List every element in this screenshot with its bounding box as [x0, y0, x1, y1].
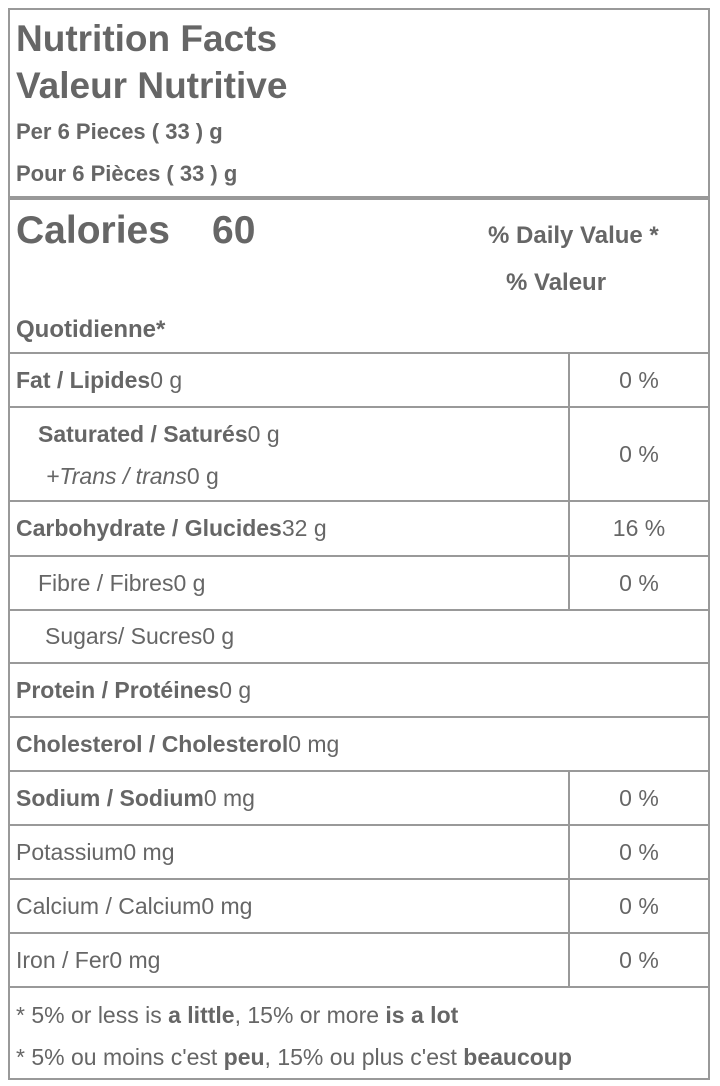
nutrient-row: Calcium / Calcium 0 mg 0 % [10, 878, 708, 932]
footnote-line: * 5% or less is a little, 15% or more is… [16, 1002, 458, 1029]
title-fr: Valeur Nutritive [16, 65, 288, 106]
footnote-text: peu [223, 1044, 265, 1070]
nutrient-label: Iron / Fer [16, 946, 110, 973]
nutrient-row: Cholesterol / Cholesterol 0 mg [10, 716, 708, 770]
footnote-text: , 15% ou plus c'est [264, 1044, 464, 1070]
daily-value: 16 % [568, 502, 708, 555]
amount: 0 g [186, 462, 219, 489]
nutrient-label: Protein / Protéines [16, 676, 220, 703]
nutrient-label: Sodium / Sodium [16, 784, 204, 811]
amount: 0 g [202, 623, 235, 649]
nutrient-row: Fibre / Fibres 0 g 0 % [10, 555, 708, 609]
nutrient-label: Sugars/ Sucres [45, 623, 203, 649]
amount: 0 mg [109, 946, 161, 973]
amount: 0 mg [203, 784, 255, 811]
daily-value: 0 % [568, 354, 708, 406]
daily-value-heading-fr: Quotidienne* [16, 316, 166, 343]
amount: 0 mg [123, 838, 175, 865]
amount: 32 g [281, 515, 327, 541]
amount: 0 g [150, 366, 183, 393]
daily-value-heading-fr: % Valeur [506, 269, 607, 296]
title: Nutrition Facts [16, 18, 278, 59]
daily-value-heading: % Daily Value * [488, 222, 659, 249]
nutrient-label: Saturated / Saturés [38, 420, 248, 447]
daily-value: 0 % [568, 557, 708, 609]
amount: 0 g [247, 420, 280, 447]
footnote-text: , 15% or more [234, 1002, 386, 1028]
amount: 0 mg [201, 892, 253, 919]
nutrient-row: Iron / Fer 0 mg 0 % [10, 932, 708, 986]
amount: 0 mg [288, 730, 340, 757]
daily-value: 0 % [568, 880, 708, 932]
nutrient-label: Cholesterol / Cholesterol [16, 730, 289, 757]
footnote-line: * 5% ou moins c'est peu, 15% ou plus c'e… [16, 1044, 572, 1071]
footnote-text: is a lot [385, 1002, 459, 1028]
nutrient-label: Carbohydrate / Glucides [16, 515, 282, 541]
nutrient-row: Potassium 0 mg 0 % [10, 824, 708, 878]
nutrient-row: Protein / Protéines 0 g [10, 662, 708, 716]
serving: Per 6 Pieces ( 33 ) g [16, 119, 223, 144]
footnote-text: * 5% or less is [16, 1002, 169, 1028]
footnote: * 5% or less is a little, 15% or more is… [10, 986, 708, 1078]
nutrient-row: Sugars/ Sucres 0 g [10, 609, 708, 662]
nutrient-label: Fibre / Fibres [38, 569, 174, 596]
amount: 0 g [173, 569, 206, 596]
daily-value: 0 % [568, 408, 708, 500]
calories-value: 60 [212, 209, 256, 252]
nutrient-row: Fat / Lipides 0 g 0 % [10, 352, 708, 406]
footnote-text: beaucoup [463, 1044, 572, 1070]
nutrition-label: Nutrition Facts Valeur Nutritive Per 6 P… [8, 8, 710, 1080]
nutrient-label: Potassium [16, 838, 124, 865]
daily-value: 0 % [568, 934, 708, 986]
nutrient-label: +Trans / trans [46, 462, 187, 489]
nutrient-row: Saturated / Saturés 0 g +Trans / trans 0… [10, 406, 708, 500]
footnote-text: * 5% ou moins c'est [16, 1044, 224, 1070]
daily-value: 0 % [568, 826, 708, 878]
amount: 0 g [219, 676, 252, 703]
footnote-text: a little [168, 1002, 235, 1028]
serving-fr: Pour 6 Pièces ( 33 ) g [16, 161, 238, 186]
daily-value: 0 % [568, 772, 708, 824]
thick-divider [10, 196, 708, 200]
nutrient-row: Sodium / Sodium 0 mg 0 % [10, 770, 708, 824]
nutrient-row: Carbohydrate / Glucides 32 g 16 % [10, 500, 708, 555]
nutrient-label: Fat / Lipides [16, 366, 151, 393]
calories-label: Calories [16, 209, 170, 252]
nutrient-label: Calcium / Calcium [16, 892, 202, 919]
